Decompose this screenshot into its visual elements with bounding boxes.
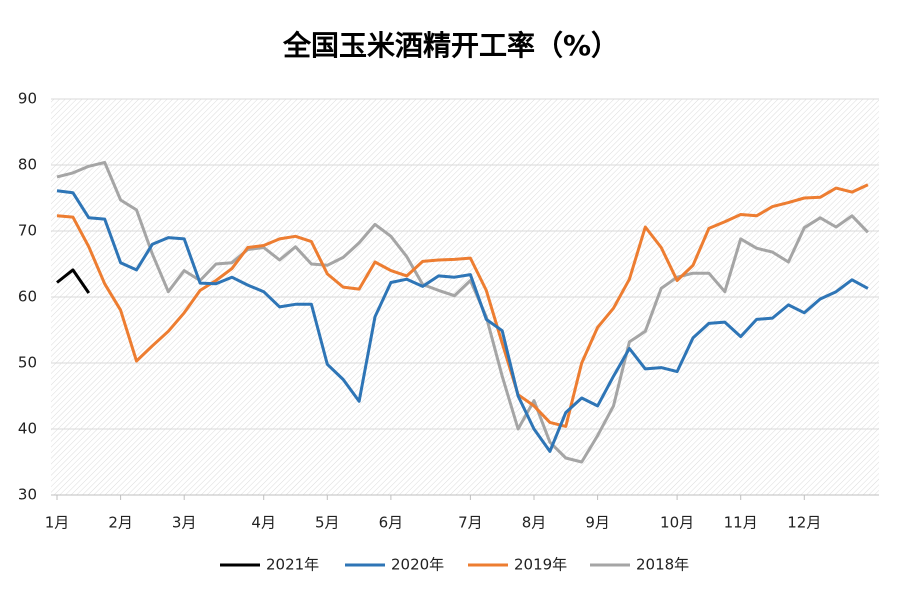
legend-label: 2020年	[391, 556, 444, 574]
series-line	[56, 160, 869, 464]
x-tick-label: 3月	[172, 514, 197, 532]
x-tick-label: 8月	[522, 514, 547, 532]
y-tick-label: 70	[18, 222, 37, 240]
y-tick-label: 60	[18, 288, 37, 306]
x-tick-label: 10月	[660, 514, 694, 532]
x-tick-label: 6月	[379, 514, 404, 532]
legend-label: 2018年	[636, 556, 689, 574]
y-tick-label: 50	[18, 354, 37, 372]
x-tick-label: 12月	[787, 514, 821, 532]
x-tick-label: 1月	[45, 514, 70, 532]
lines	[56, 160, 869, 464]
legend: 2021年 2020年 2019年 2018年	[220, 556, 689, 574]
series-line	[56, 189, 869, 453]
y-tick-label: 80	[18, 156, 37, 174]
y-tick-label: 90	[18, 90, 37, 108]
legend-label: 2019年	[514, 556, 567, 574]
series-line	[56, 268, 91, 294]
chart-title: 全国玉米酒精开工率（%）	[282, 29, 619, 62]
x-tick-label: 9月	[585, 514, 610, 532]
series-line	[56, 183, 869, 428]
axes: 30 40 50 60 70 80 90 1月 2月 3月 4月 5月 6月 7月 8月 9月 10月 11月 12…	[18, 90, 879, 532]
x-tick-label: 2月	[108, 514, 133, 532]
x-tick-label: 11月	[724, 514, 758, 532]
y-tick-label: 40	[18, 420, 37, 438]
x-tick-label: 5月	[315, 514, 340, 532]
legend-label: 2021年	[266, 556, 319, 574]
x-tick-label: 4月	[251, 514, 276, 532]
x-tick-label: 7月	[458, 514, 483, 532]
y-tick-label: 30	[18, 486, 37, 504]
